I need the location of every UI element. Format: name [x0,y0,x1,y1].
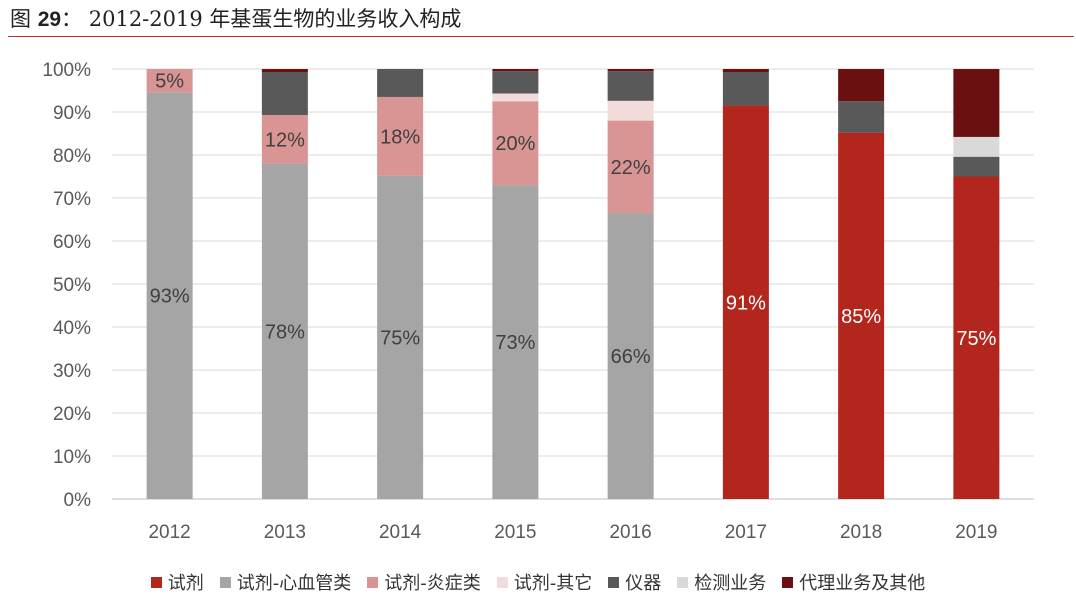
x-tick-label: 2017 [725,522,767,543]
legend-swatch [150,576,162,588]
y-tick-label: 20% [53,404,91,425]
legend-item: 仪器 [608,569,661,595]
y-tick-label: 80% [53,146,91,167]
y-tick-label: 10% [53,447,91,468]
bar-segment [492,101,539,186]
bar-segment [377,69,424,97]
bar-segment [146,92,193,499]
bar-segment [492,93,539,102]
bar-segment [607,120,654,214]
legend-item: 试剂-心血管类 [219,569,352,595]
bar-segment [377,96,424,176]
data-label: 5% [155,71,184,93]
x-tick-label: 2014 [379,522,422,543]
data-label: 73% [495,332,535,354]
y-tick-label: 30% [53,361,91,382]
bar-segment [953,176,1000,499]
data-label: 75% [956,328,996,350]
chart-title: 2012-2019 年基蛋生物的业务收入构成 [88,7,462,31]
bar-segment [146,69,193,93]
legend-label: 仪器 [625,573,662,594]
figure-title: 图 29： 2012-2019 年基蛋生物的业务收入构成 [10,6,461,32]
y-tick-label: 60% [53,232,91,253]
legend-label: 代理业务及其他 [799,573,926,594]
bar-segment [722,105,769,500]
legend-swatch [496,576,508,588]
bar-segment [722,72,769,106]
legend-swatch [367,576,379,588]
bar-segment [492,71,539,94]
legend-item: 检测业务 [677,569,766,595]
y-tick-label: 50% [53,275,91,296]
data-label: 18% [380,126,420,148]
figure-separator: ： [61,7,83,31]
data-label: 91% [726,292,766,314]
legend-swatch [219,576,231,588]
legend-item: 试剂-炎症类 [367,569,481,595]
bar-segment [261,115,308,164]
x-tick-label: 2015 [494,522,536,543]
legend: 试剂 试剂-心血管类 试剂-炎症类 试剂-其它 仪器 检测业务 代理业务及其他 [0,569,1076,595]
legend-swatch [782,576,794,588]
x-tick-label: 2019 [955,522,997,543]
data-label: 22% [611,157,651,179]
x-tick-label: 2018 [840,522,882,543]
bar-segment [492,185,539,499]
title-divider [8,36,1074,37]
x-tick-label: 2016 [609,522,651,543]
bar-segment [953,156,1000,177]
data-label: 85% [841,306,881,328]
bar-segment [607,213,654,500]
bar-segment [838,69,885,102]
data-label: 20% [495,133,535,155]
figure-number: 29 [37,8,62,31]
y-tick-label: 100% [42,60,91,81]
y-tick-label: 90% [53,103,91,124]
bar-segment [261,72,308,116]
legend-label: 试剂-其它 [513,573,593,594]
data-label: 78% [265,321,305,343]
figure-label: 图 [10,7,31,31]
bar-segment [261,69,308,73]
legend-label: 试剂-炎症类 [384,573,481,594]
bar-segment [377,175,424,499]
bar-segment [492,69,539,72]
x-tick-label: 2013 [264,522,306,543]
x-tick-label: 2012 [148,522,190,543]
legend-label: 试剂 [167,573,204,594]
bar-segment [953,136,1000,157]
y-tick-label: 0% [64,490,92,511]
legend-label: 试剂-心血管类 [236,573,352,594]
data-label: 66% [611,346,651,368]
y-tick-label: 40% [53,318,91,339]
data-label: 75% [380,327,420,349]
data-label: 12% [265,129,305,151]
bar-segment [607,71,654,101]
legend-swatch [608,576,620,588]
bar-segment [607,100,654,121]
bar-segment [953,69,1000,137]
bar-segment [261,163,308,499]
bar-segment [838,132,885,499]
legend-item: 代理业务及其他 [782,569,925,595]
bar-segment [722,69,769,73]
legend-item: 试剂-其它 [496,569,593,595]
legend-label: 检测业务 [694,573,767,594]
legend-item: 试剂 [150,569,204,595]
bar-segment [607,69,654,72]
y-tick-label: 70% [53,189,91,210]
legend-swatch [677,576,689,588]
data-label: 93% [150,286,190,308]
bar-segment [838,101,885,133]
